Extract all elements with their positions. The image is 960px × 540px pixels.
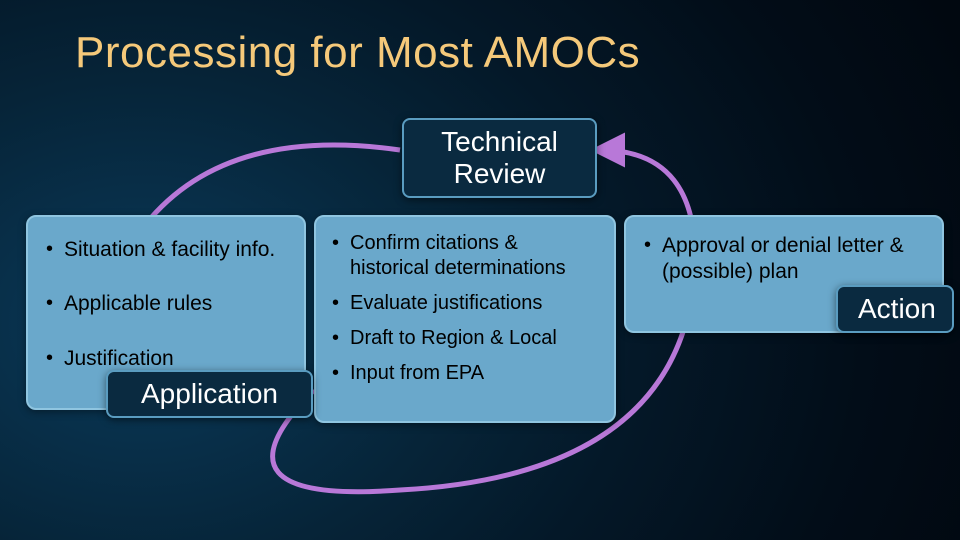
technical-review-box: Confirm citations & historical determina… — [314, 215, 616, 423]
bullet-item: Applicable rules — [46, 291, 286, 317]
bullet-item: Draft to Region & Local — [332, 326, 598, 351]
application-label: Application — [106, 370, 313, 418]
bullet-item: Situation & facility info. — [46, 237, 286, 263]
bullet-item: Approval or denial letter & (possible) p… — [644, 233, 924, 286]
technical-review-label: Technical Review — [402, 118, 597, 198]
slide-title: Processing for Most AMOCs — [75, 28, 640, 78]
bullet-item: Input from EPA — [332, 361, 598, 386]
action-label: Action — [836, 285, 954, 333]
bullet-item: Justification — [46, 346, 286, 372]
bullet-item: Confirm citations & historical determina… — [332, 231, 598, 281]
bullet-item: Evaluate justifications — [332, 291, 598, 316]
